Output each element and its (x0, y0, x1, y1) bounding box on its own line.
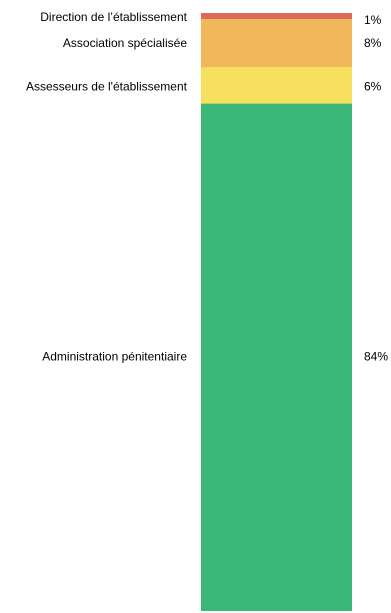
value-label-1: 1% (364, 13, 382, 27)
bar-segment-4 (201, 103, 352, 612)
bar-segment-2 (201, 19, 352, 68)
bar-segment-3 (201, 67, 352, 104)
category-label-4: Administration pénitentiaire (42, 349, 187, 363)
value-label-4: 84% (364, 349, 388, 363)
value-label-2: 8% (364, 36, 382, 50)
value-label-3: 6% (364, 80, 382, 94)
bar-segments (201, 13, 352, 612)
category-label-3: Assesseurs de l'établissement (26, 80, 188, 94)
category-label-2: Association spécialisée (63, 36, 187, 50)
category-labels: Direction de l’établissement Association … (26, 10, 188, 363)
category-label-1: Direction de l’établissement (40, 10, 187, 24)
value-labels: 1% 8% 6% 84% (364, 13, 388, 363)
bar-segment-1 (201, 13, 352, 20)
